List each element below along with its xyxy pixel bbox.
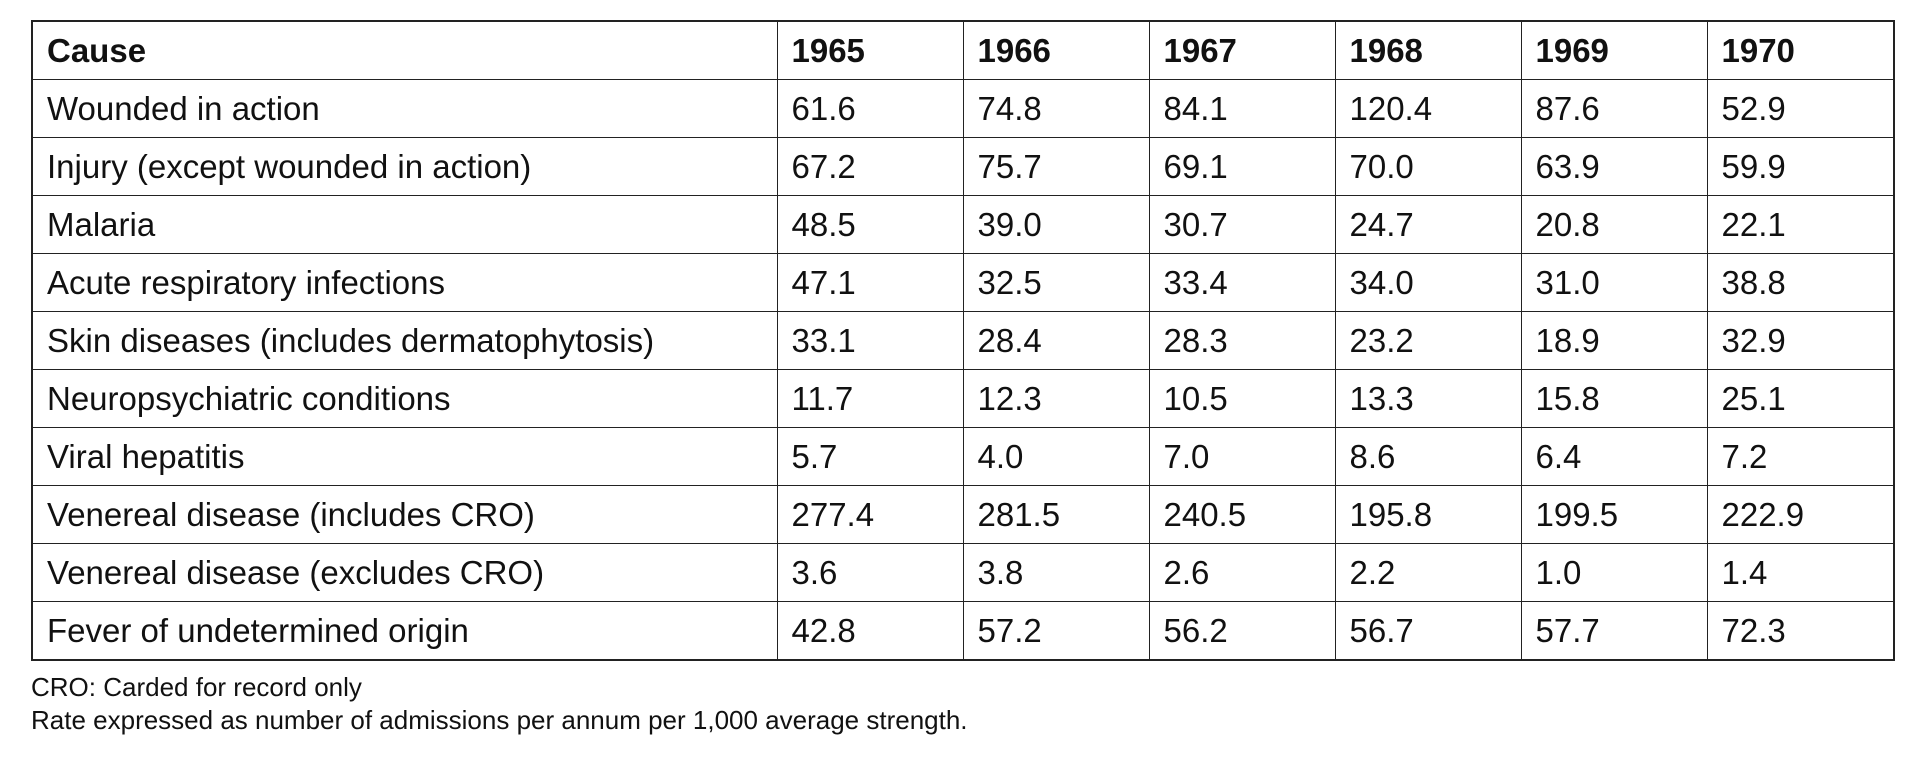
rate-cell: 281.5 <box>962 485 1150 544</box>
table-notes: CRO: Carded for record only Rate express… <box>31 671 1893 737</box>
table-body: Wounded in action 61.6 74.8 84.1 120.4 87.6 52… <box>31 79 1895 661</box>
rate-cell: 42.8 <box>776 601 964 661</box>
rate-cell: 12.3 <box>962 369 1150 428</box>
rate-cell: 3.6 <box>776 543 964 602</box>
column-header-year: 1966 <box>962 20 1150 80</box>
rate-cell: 32.5 <box>962 253 1150 312</box>
rate-cell: 30.7 <box>1148 195 1336 254</box>
cause-cell: Malaria <box>31 195 778 254</box>
rate-cell: 277.4 <box>776 485 964 544</box>
rate-cell: 2.6 <box>1148 543 1336 602</box>
rate-cell: 199.5 <box>1520 485 1708 544</box>
cause-cell: Fever of undetermined origin <box>31 601 778 661</box>
rate-cell: 67.2 <box>776 137 964 196</box>
table-row: Fever of undetermined origin 42.8 57.2 56.2… <box>31 601 1895 661</box>
rate-cell: 28.3 <box>1148 311 1336 370</box>
table-row: Acute respiratory infections 47.1 32.5 33.4… <box>31 253 1895 312</box>
table-row: Malaria 48.5 39.0 30.7 24.7 20.8 22.1 <box>31 195 1895 254</box>
rate-cell: 7.2 <box>1706 427 1895 486</box>
rate-cell: 20.8 <box>1520 195 1708 254</box>
table-row: Skin diseases (includes dermatophytosis)… <box>31 311 1895 370</box>
rate-cell: 84.1 <box>1148 79 1336 138</box>
rate-cell: 56.7 <box>1334 601 1522 661</box>
rate-cell: 1.0 <box>1520 543 1708 602</box>
rate-cell: 24.7 <box>1334 195 1522 254</box>
rate-cell: 1.4 <box>1706 543 1895 602</box>
cause-cell: Acute respiratory infections <box>31 253 778 312</box>
rate-cell: 33.1 <box>776 311 964 370</box>
column-header-year: 1969 <box>1520 20 1708 80</box>
rate-cell: 61.6 <box>776 79 964 138</box>
abbreviation-note: CRO: Carded for record only <box>31 672 362 702</box>
rate-cell: 2.2 <box>1334 543 1522 602</box>
rate-cell: 31.0 <box>1520 253 1708 312</box>
rate-cell: 59.9 <box>1706 137 1895 196</box>
rate-cell: 87.6 <box>1520 79 1708 138</box>
cause-cell: Neuropsychiatric conditions <box>31 369 778 428</box>
rate-cell: 6.4 <box>1520 427 1708 486</box>
rate-cell: 57.2 <box>962 601 1150 661</box>
rate-cell: 18.9 <box>1520 311 1708 370</box>
rate-cell: 10.5 <box>1148 369 1336 428</box>
rate-cell: 23.2 <box>1334 311 1522 370</box>
rate-cell: 240.5 <box>1148 485 1336 544</box>
rate-cell: 74.8 <box>962 79 1150 138</box>
column-header-year: 1968 <box>1334 20 1522 80</box>
rate-cell: 195.8 <box>1334 485 1522 544</box>
rate-cell: 39.0 <box>962 195 1150 254</box>
cause-cell: Skin diseases (includes dermatophytosis) <box>31 311 778 370</box>
table-row: Neuropsychiatric conditions 11.7 12.3 10.5 1… <box>31 369 1895 428</box>
table-figure: Cause 1965 1966 1967 1968 1969 1970 Wounded in… <box>31 20 1895 737</box>
rate-cell: 56.2 <box>1148 601 1336 661</box>
table-row: Wounded in action 61.6 74.8 84.1 120.4 87.6 52… <box>31 79 1895 138</box>
rate-cell: 120.4 <box>1334 79 1522 138</box>
cause-cell: Venereal disease (excludes CRO) <box>31 543 778 602</box>
cause-cell: Wounded in action <box>31 79 778 138</box>
table-row: Venereal disease (includes CRO) 277.4 281.… <box>31 485 1895 544</box>
rate-cell: 69.1 <box>1148 137 1336 196</box>
admission-rates-table: Cause 1965 1966 1967 1968 1969 1970 Wounded in… <box>31 20 1895 661</box>
table-row: Viral hepatitis 5.7 4.0 7.0 8.6 6.4 7.2 <box>31 427 1895 486</box>
rate-cell: 11.7 <box>776 369 964 428</box>
table-header-row: Cause 1965 1966 1967 1968 1969 1970 <box>31 20 1895 80</box>
rate-cell: 70.0 <box>1334 137 1522 196</box>
rate-cell: 52.9 <box>1706 79 1895 138</box>
rate-cell: 5.7 <box>776 427 964 486</box>
rate-cell: 22.1 <box>1706 195 1895 254</box>
cause-cell: Viral hepatitis <box>31 427 778 486</box>
rate-cell: 34.0 <box>1334 253 1522 312</box>
rate-cell: 72.3 <box>1706 601 1895 661</box>
rate-cell: 33.4 <box>1148 253 1336 312</box>
rate-cell: 13.3 <box>1334 369 1522 428</box>
table-row: Venereal disease (excludes CRO) 3.6 3.8 2.6… <box>31 543 1895 602</box>
rate-cell: 38.8 <box>1706 253 1895 312</box>
rate-cell: 63.9 <box>1520 137 1708 196</box>
column-header-year: 1967 <box>1148 20 1336 80</box>
rate-cell: 28.4 <box>962 311 1150 370</box>
rate-cell: 8.6 <box>1334 427 1522 486</box>
rate-cell: 4.0 <box>962 427 1150 486</box>
rate-cell: 15.8 <box>1520 369 1708 428</box>
column-header-year: 1965 <box>776 20 964 80</box>
cause-cell: Venereal disease (includes CRO) <box>31 485 778 544</box>
rate-definition-note: Rate expressed as number of admissions p… <box>31 705 968 735</box>
rate-cell: 75.7 <box>962 137 1150 196</box>
rate-cell: 3.8 <box>962 543 1150 602</box>
rate-cell: 47.1 <box>776 253 964 312</box>
rate-cell: 32.9 <box>1706 311 1895 370</box>
cause-cell: Injury (except wounded in action) <box>31 137 778 196</box>
rate-cell: 48.5 <box>776 195 964 254</box>
table-row: Injury (except wounded in action) 67.2 75.… <box>31 137 1895 196</box>
rate-cell: 7.0 <box>1148 427 1336 486</box>
column-header-year: 1970 <box>1706 20 1895 80</box>
rate-cell: 222.9 <box>1706 485 1895 544</box>
rate-cell: 25.1 <box>1706 369 1895 428</box>
rate-cell: 57.7 <box>1520 601 1708 661</box>
column-header-cause: Cause <box>31 20 778 80</box>
